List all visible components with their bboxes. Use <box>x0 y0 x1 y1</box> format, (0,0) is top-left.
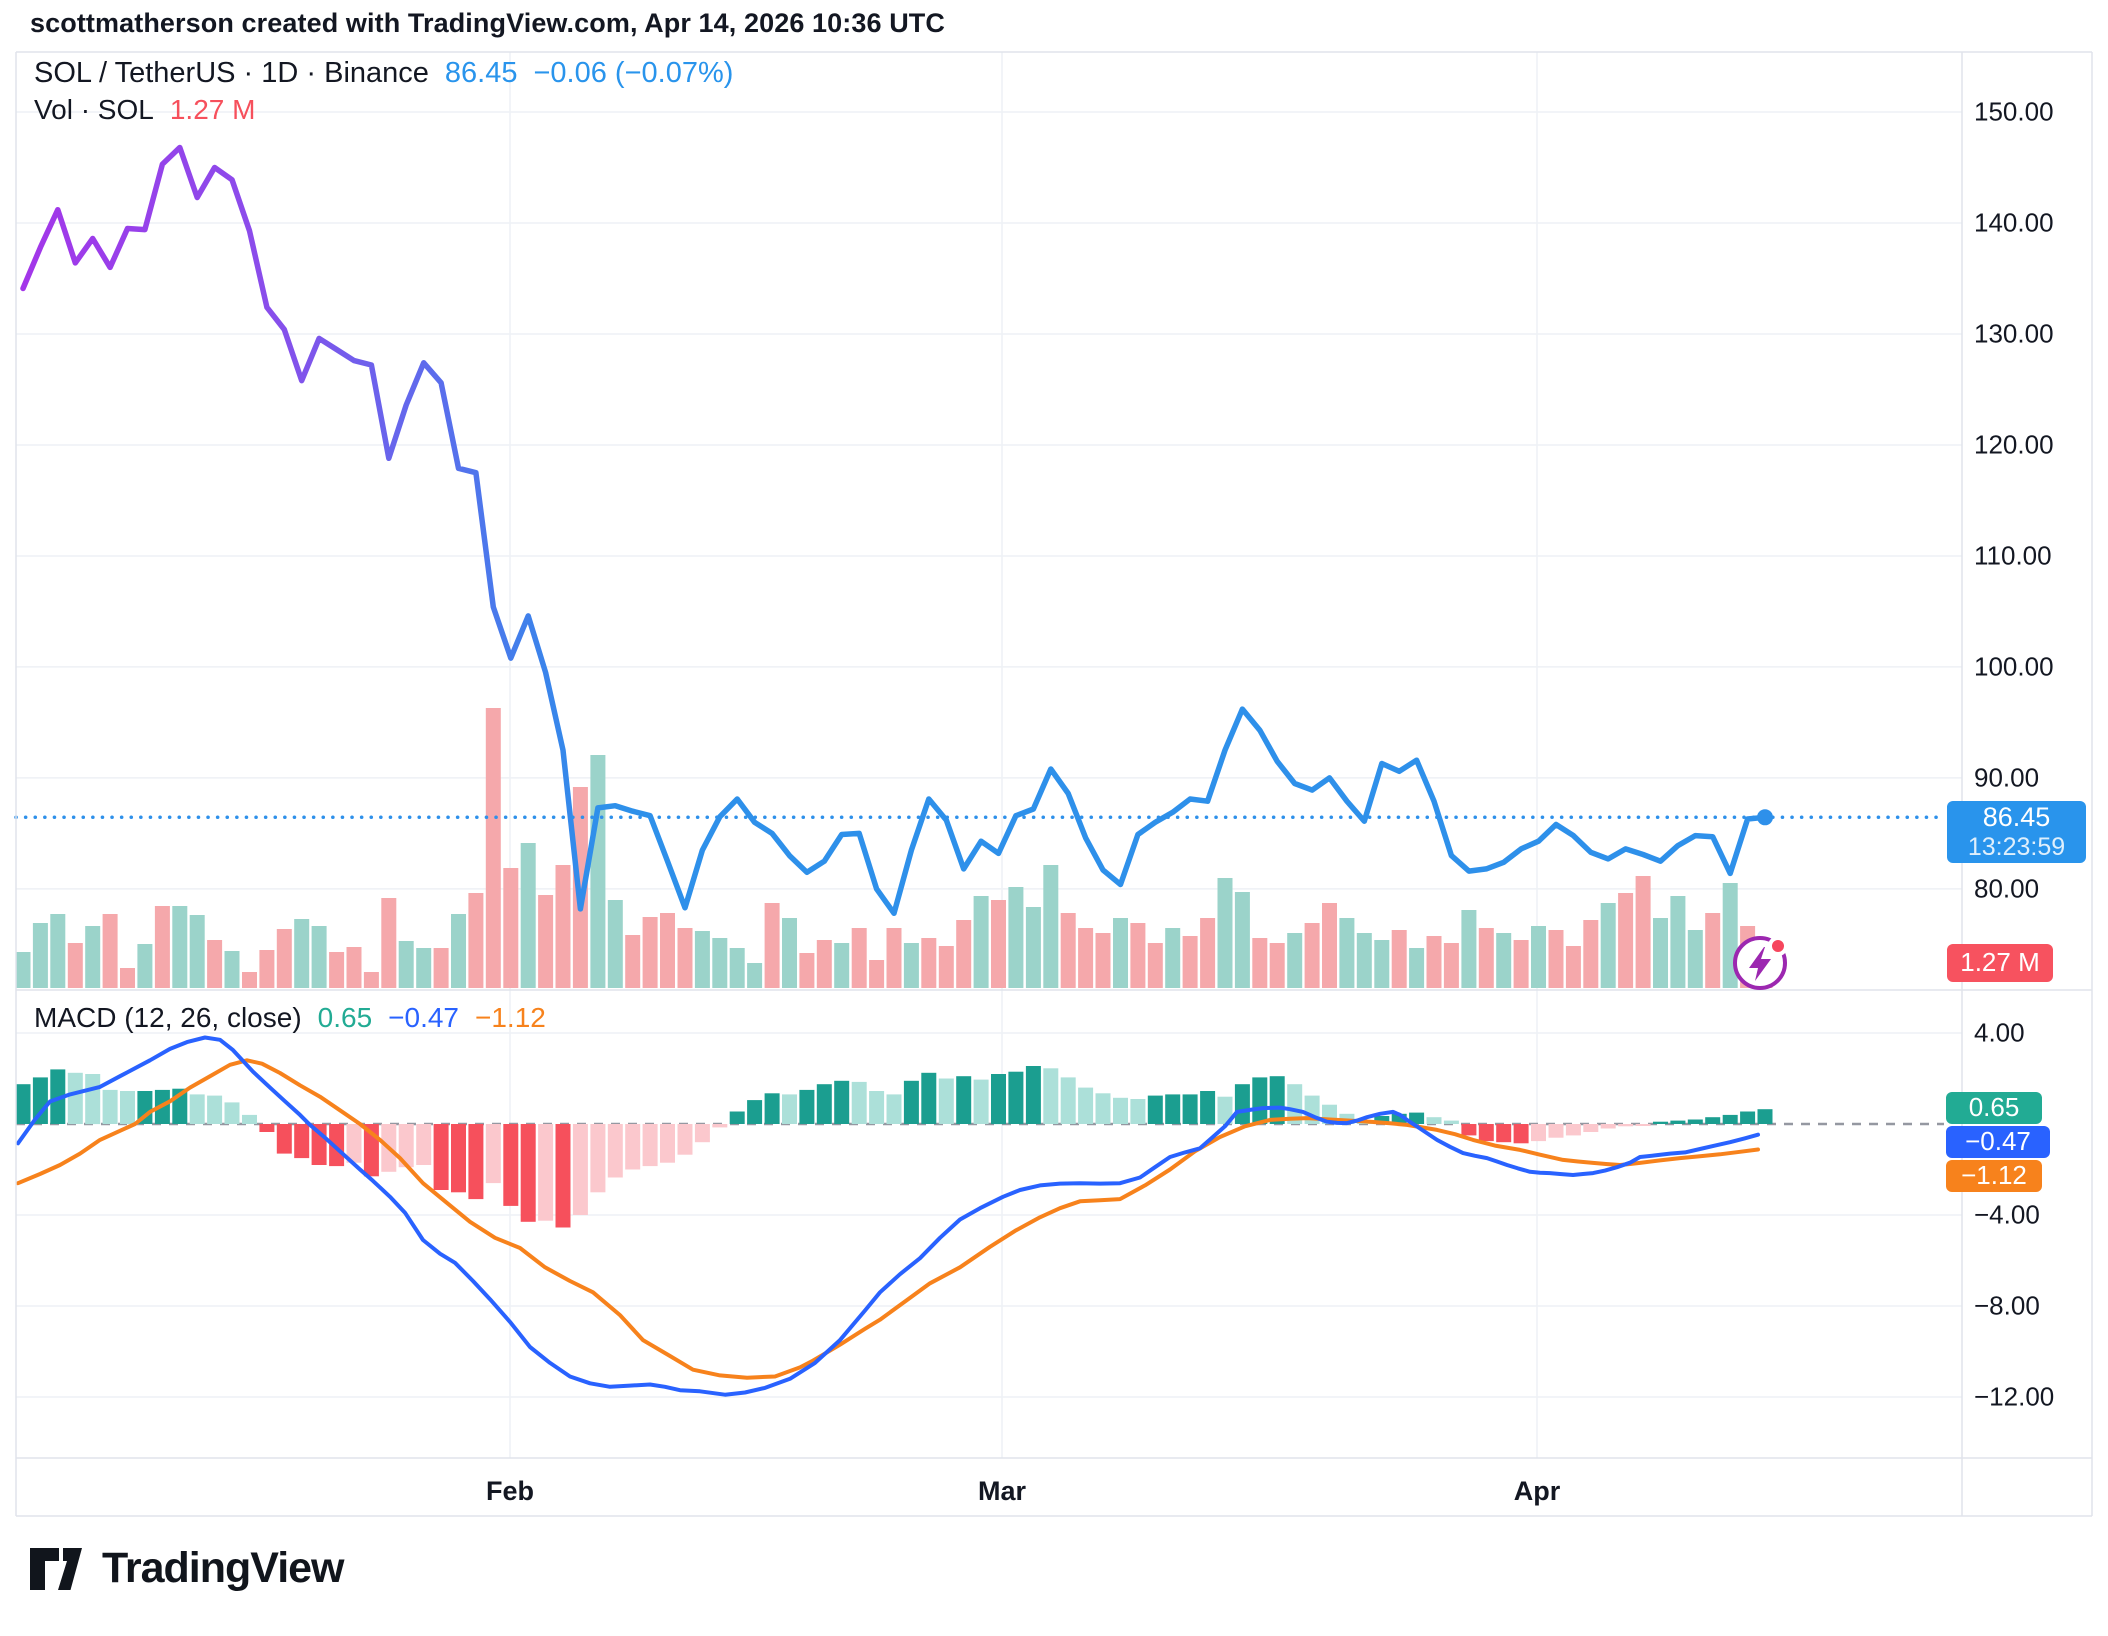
symbol-legend[interactable]: SOL / TetherUS · 1D · Binance 86.45 −0.0… <box>34 57 733 90</box>
last-price-badge-value: 86.45 <box>1982 802 2051 833</box>
macd-signal-value: −1.12 <box>475 1002 546 1033</box>
macd-tick-label: −12.00 <box>1974 1381 2055 1412</box>
tradingview-logo-text: TradingView <box>102 1544 344 1592</box>
time-tick-label: Feb <box>485 1476 535 1506</box>
macd-signal-badge: −1.12 <box>1946 1160 2042 1192</box>
macd-legend[interactable]: MACD (12, 26, close) 0.65 −0.47 −1.12 <box>34 1002 546 1034</box>
tradingview-logo-icon <box>30 1547 82 1590</box>
price-change-value: −0.06 (−0.07%) <box>533 57 734 89</box>
volume-value: 1.27 M <box>169 94 256 125</box>
last-price-badge: 86.45 13:23:59 <box>1947 801 2086 863</box>
price-tick-label: 140.00 <box>1974 207 2054 238</box>
price-tick-label: 100.00 <box>1974 651 2054 682</box>
flash-icon <box>1726 928 1794 996</box>
volume-label: Vol · SOL <box>34 94 154 125</box>
macd-line-badge-value: −0.47 <box>1965 1126 2031 1157</box>
time-tick-label: Mar <box>977 1476 1027 1506</box>
volume-badge-value: 1.27 M <box>1960 947 2040 978</box>
macd-label: MACD (12, 26, close) <box>34 1002 302 1033</box>
price-tick-label: 130.00 <box>1974 318 2054 349</box>
price-tick-label: 110.00 <box>1974 540 2052 571</box>
macd-hist-badge-value: 0.65 <box>1968 1092 2020 1123</box>
tradingview-logo[interactable]: TradingView <box>28 1544 344 1593</box>
macd-tick-label: −4.00 <box>1974 1199 2040 1230</box>
price-tick-label: 80.00 <box>1974 873 2040 904</box>
price-tick-label: 150.00 <box>1974 96 2054 127</box>
symbol-title: SOL / TetherUS · 1D · Binance <box>34 57 429 89</box>
price-tick-label: 120.00 <box>1974 429 2054 460</box>
volume-legend[interactable]: Vol · SOL 1.27 M <box>34 94 255 126</box>
volume-badge: 1.27 M <box>1947 944 2053 982</box>
macd-hist-badge: 0.65 <box>1946 1092 2042 1124</box>
last-price-value: 86.45 <box>444 57 518 89</box>
macd-line-badge: −0.47 <box>1946 1126 2050 1158</box>
time-tick-label: Apr <box>1513 1476 1561 1506</box>
macd-hist-value: 0.65 <box>317 1002 373 1033</box>
macd-signal-badge-value: −1.12 <box>1961 1160 2027 1191</box>
price-tick-label: 90.00 <box>1974 762 2040 793</box>
macd-line-value: −0.47 <box>388 1002 459 1033</box>
macd-tick-label: 4.00 <box>1974 1017 2025 1048</box>
attribution-text: scottmatherson created with TradingView.… <box>30 8 945 38</box>
countdown-timer: 13:23:59 <box>1967 833 2066 862</box>
macd-tick-label: −8.00 <box>1974 1290 2040 1321</box>
